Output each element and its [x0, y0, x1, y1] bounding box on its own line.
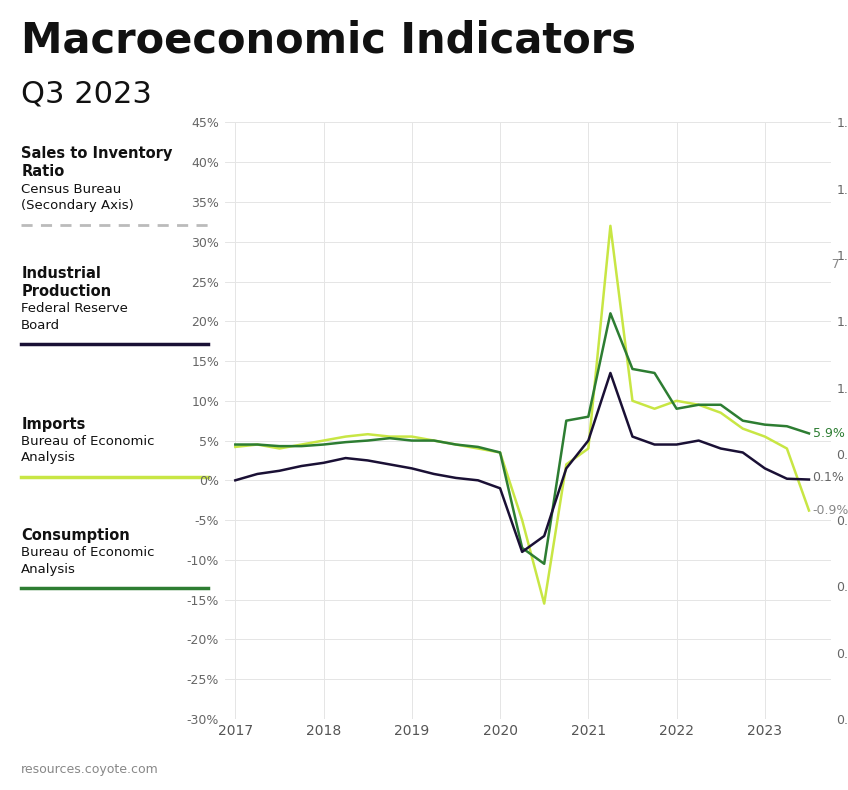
Text: 0.1%: 0.1%: [812, 471, 845, 483]
Text: Consumption: Consumption: [21, 528, 130, 543]
Text: (Secondary Axis): (Secondary Axis): [21, 199, 134, 213]
Text: Production: Production: [21, 284, 111, 299]
Text: Federal Reserve: Federal Reserve: [21, 302, 128, 315]
Text: Board: Board: [21, 318, 60, 332]
Text: Industrial: Industrial: [21, 265, 101, 280]
Text: -0.9%: -0.9%: [812, 504, 848, 517]
Text: 5.9%: 5.9%: [812, 427, 845, 440]
Text: Analysis: Analysis: [21, 451, 76, 465]
Text: 1.37: 1.37: [812, 258, 840, 272]
Text: Analysis: Analysis: [21, 562, 76, 576]
Text: Census Bureau: Census Bureau: [21, 182, 121, 196]
Text: Bureau of Economic: Bureau of Economic: [21, 435, 154, 448]
Text: Macroeconomic Indicators: Macroeconomic Indicators: [21, 20, 636, 62]
Text: Ratio: Ratio: [21, 164, 64, 179]
Text: Imports: Imports: [21, 416, 86, 431]
Text: Sales to Inventory: Sales to Inventory: [21, 146, 173, 161]
Text: Bureau of Economic: Bureau of Economic: [21, 546, 154, 559]
Text: Q3 2023: Q3 2023: [21, 79, 152, 108]
Text: resources.coyote.com: resources.coyote.com: [21, 763, 159, 776]
